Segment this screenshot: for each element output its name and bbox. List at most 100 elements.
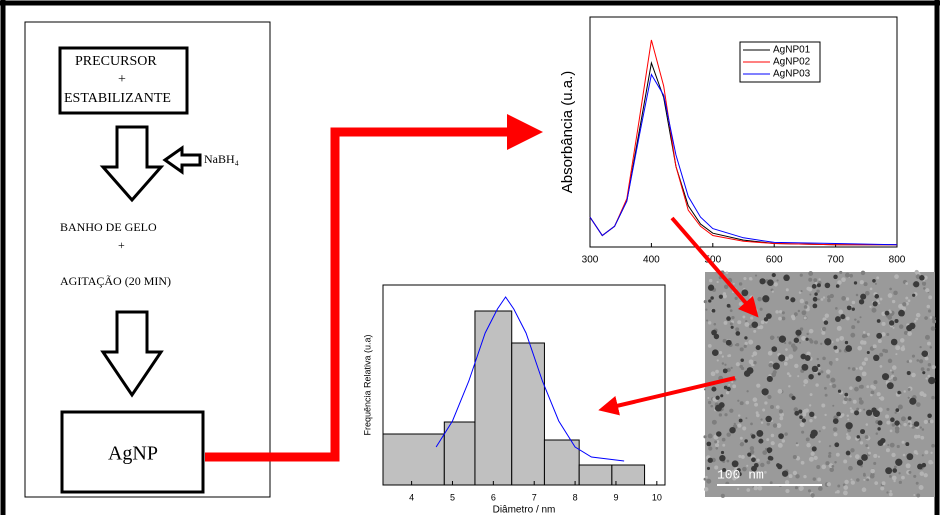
noise — [734, 423, 736, 425]
particle — [758, 439, 763, 444]
noise — [928, 309, 931, 312]
noise — [750, 446, 754, 450]
noise — [821, 404, 825, 408]
noise — [703, 435, 706, 438]
noise — [865, 435, 869, 439]
noise — [899, 324, 904, 329]
noise — [782, 311, 785, 314]
noise — [726, 432, 730, 436]
particle — [914, 421, 920, 427]
noise — [706, 319, 708, 321]
noise — [889, 311, 892, 314]
noise — [794, 364, 798, 368]
noise — [919, 485, 924, 490]
y-axis-label: Absorbância (u.a.) — [559, 71, 576, 194]
noise — [723, 292, 726, 295]
noise — [873, 380, 877, 384]
x-tick-label: 600 — [766, 255, 783, 266]
noise — [921, 367, 925, 371]
particle — [727, 304, 731, 308]
noise — [931, 396, 935, 400]
noise — [724, 321, 728, 325]
noise — [814, 416, 817, 419]
particle — [894, 420, 899, 425]
noise — [890, 490, 892, 492]
noise — [809, 329, 814, 334]
noise — [724, 285, 728, 289]
noise — [868, 452, 871, 455]
noise — [826, 375, 830, 379]
noise — [825, 313, 829, 317]
noise — [751, 312, 753, 314]
noise — [821, 298, 824, 301]
noise — [756, 411, 759, 414]
noise — [864, 282, 868, 286]
noise — [879, 353, 883, 357]
noise — [893, 291, 898, 296]
noise — [912, 355, 915, 358]
noise — [766, 438, 769, 441]
noise — [846, 317, 850, 321]
noise — [876, 276, 879, 279]
particle — [861, 454, 868, 461]
noise — [834, 461, 836, 463]
noise — [813, 477, 816, 480]
particle — [873, 301, 878, 306]
noise — [891, 453, 895, 457]
noise — [907, 397, 909, 399]
particle — [927, 413, 932, 418]
noise — [826, 369, 831, 374]
noise — [822, 426, 825, 429]
noise — [920, 471, 924, 475]
noise — [809, 293, 811, 295]
noise — [815, 383, 818, 386]
particle — [840, 314, 845, 319]
particle — [898, 310, 905, 317]
particle — [708, 458, 713, 463]
noise — [873, 454, 877, 458]
particle — [714, 334, 719, 339]
noise — [925, 356, 929, 360]
noise — [777, 423, 782, 428]
noise — [899, 481, 902, 484]
noise — [871, 391, 875, 395]
noise — [743, 277, 746, 280]
noise — [892, 371, 894, 373]
noise — [761, 421, 763, 423]
noise — [730, 309, 733, 312]
noise — [887, 315, 892, 320]
noise — [927, 375, 930, 378]
noise — [779, 416, 783, 420]
histogram-bar — [512, 343, 545, 485]
noise — [708, 433, 713, 438]
particle — [890, 417, 895, 422]
particle — [802, 418, 806, 422]
noise — [737, 424, 741, 428]
x-tick-label: 700 — [827, 255, 844, 266]
particle — [854, 410, 859, 415]
particle — [833, 275, 837, 279]
particle — [747, 453, 751, 457]
particle — [727, 387, 731, 391]
noise — [928, 363, 931, 366]
particle — [740, 358, 743, 361]
noise — [860, 316, 862, 318]
noise — [714, 440, 717, 443]
noise — [905, 297, 908, 300]
noise — [753, 361, 756, 364]
noise — [927, 368, 930, 371]
noise — [873, 462, 876, 465]
noise — [728, 384, 730, 386]
step-text: + — [118, 72, 126, 87]
particle — [860, 294, 866, 300]
noise — [913, 475, 916, 478]
particle — [801, 364, 808, 371]
noise — [867, 447, 869, 449]
noise — [851, 325, 855, 329]
noise — [741, 455, 745, 459]
particle — [906, 325, 912, 331]
noise — [818, 441, 820, 443]
noise — [907, 360, 910, 363]
noise — [892, 365, 897, 370]
noise — [924, 473, 928, 477]
